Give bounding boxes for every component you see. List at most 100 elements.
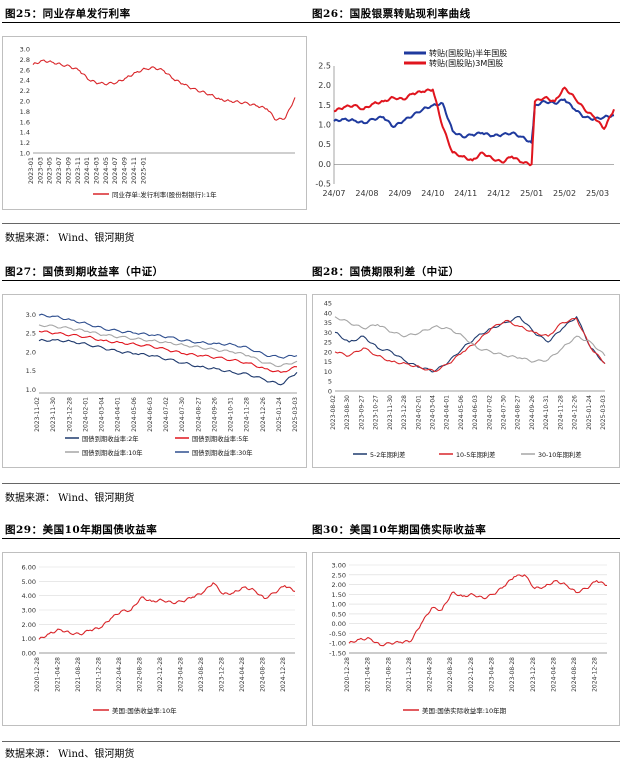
x-tick-label: 2023-12-28 (218, 657, 225, 692)
x-tick-label: 2023-03 (36, 157, 44, 184)
x-tick-label: 25/03 (586, 189, 609, 198)
y-tick-label: 4.00 (22, 592, 36, 600)
x-tick-label: 2023-01 (27, 157, 35, 184)
series-line (348, 574, 608, 647)
x-tick-label: 2024-07-02 (163, 397, 170, 432)
x-tick-label: 2023-08-28 (198, 657, 205, 692)
y-tick-label: 2.0 (20, 98, 30, 106)
x-tick-label: 24/10 (421, 189, 444, 198)
x-tick-label: 2023-08-02 (330, 395, 337, 430)
series-line (333, 86, 615, 167)
x-tick-label: 2023-05 (46, 157, 54, 184)
x-tick-label: 2024-06-03 (147, 397, 154, 432)
series-line (38, 582, 296, 640)
x-tick-label: 2021-12-28 (95, 657, 102, 692)
legend-label: 美国:国债收益率:10年 (112, 706, 177, 715)
chart-panel-27: 3.0 2.5 2.0 1.5 1.0 2023-11-02 2023-11-30 2023-… (2, 294, 307, 468)
x-tick-label: 24/11 (454, 189, 477, 198)
figure-27-title: 图27：国债到期收益率（中证） (5, 266, 164, 278)
x-tick-label: 25/01 (520, 189, 543, 198)
x-tick-label: 2024-12-28 (280, 657, 287, 692)
legend-label: 国债到期收益率:10年 (82, 448, 143, 457)
y-tick-label: 0.00 (22, 650, 36, 658)
y-tick-label: 20 (324, 348, 332, 356)
x-tick-label: 2023-07 (55, 157, 63, 184)
x-tick-label: 2023-12-28 (66, 397, 73, 432)
x-tick-label: 2024-05 (102, 157, 110, 184)
legend-label: 5-2年期利差 (370, 450, 405, 459)
x-tick-label: 2023-10-27 (373, 395, 380, 430)
x-tick-label: 2022-12-28 (468, 657, 475, 692)
x-tick-label: 2023-04-28 (177, 657, 184, 692)
x-tick-label: 2024-11 (130, 157, 138, 184)
legend-label: 10-5年期利差 (456, 450, 495, 459)
x-tick-label: 2025-03-03 (292, 397, 299, 432)
data-source-1: 数据来源： Wind、银河期货 (5, 233, 135, 244)
y-tick-label: 2.4 (20, 77, 30, 85)
legend-label: 国债到期收益率:2年 (82, 434, 139, 443)
x-tick-label: 2024-08-28 (259, 657, 266, 692)
chart-area-26: 2.5 2.0 1.5 1.0 0.5 0.0 -0.5 24/07 24/08 24/09 24/… (312, 36, 620, 212)
x-tick-label: 2020-12-28 (344, 657, 351, 692)
legend-label: 转贴(国股贴)3M国股 (429, 58, 503, 68)
x-tick-label: 2024-02-01 (415, 395, 422, 430)
x-tick-label: 2021-08-28 (385, 657, 392, 692)
x-tick-label: 2024-12-26 (572, 395, 579, 430)
title-rule (2, 280, 620, 281)
x-tick-label: 2023-08-28 (509, 657, 516, 692)
y-tick-label: 1.8 (20, 108, 30, 116)
x-tick-label: 2024-10-31 (543, 395, 550, 430)
x-tick-label: 2024-03-04 (429, 395, 436, 430)
y-tick-label: -1.50 (329, 650, 346, 658)
legend-label: 美国:国债实际收益率:10年期 (422, 706, 507, 715)
x-tick-label: 2025-01 (139, 157, 147, 184)
legend-label: 国债到期收益率:30年 (192, 448, 253, 457)
y-tick-label: 1.0 (318, 121, 331, 130)
x-tick-label: 2024-04-01 (115, 397, 122, 432)
y-tick-label: 2.2 (20, 87, 30, 95)
x-tick-label: 2024-07-30 (501, 395, 508, 430)
x-tick-label: 2022-04-28 (427, 657, 434, 692)
y-tick-label: 2.6 (20, 66, 30, 74)
x-tick-label: 2021-04-28 (54, 657, 61, 692)
y-tick-label: 1.50 (332, 591, 346, 599)
y-tick-label: 25 (324, 339, 332, 347)
y-tick-label: 45 (324, 300, 332, 308)
x-tick-label: 2024-09-26 (211, 397, 218, 432)
x-tick-label: 2024-08-27 (195, 397, 202, 432)
figure-28-title: 图28：国债期限利差（中证） (312, 266, 460, 278)
y-tick-label: 0.50 (332, 610, 346, 618)
x-tick-label: 2024-08-28 (571, 657, 578, 692)
title-rule (2, 22, 620, 23)
y-tick-label: 1.5 (26, 367, 36, 375)
x-tick-label: 2023-12-28 (401, 395, 408, 430)
chart-panel-29: 6.00 5.00 4.00 3.00 2.00 1.00 0.00 2020-12-28 20… (2, 552, 307, 726)
x-tick-label: 2023-12-28 (530, 657, 537, 692)
figure-30-title: 图30：美国10年期国债实际收益率 (312, 524, 487, 536)
title-rule (2, 538, 620, 539)
x-tick-label: 2021-12-28 (406, 657, 413, 692)
x-tick-label: 24/12 (487, 189, 510, 198)
x-tick-label: 2025-01-24 (276, 397, 283, 432)
y-tick-label: -1.00 (329, 640, 346, 648)
x-tick-label: 24/07 (322, 189, 345, 198)
x-tick-label: 2024-02-01 (82, 397, 89, 432)
x-tick-label: 2024-01 (83, 157, 91, 184)
y-tick-label: 30 (324, 329, 332, 337)
x-tick-label: 2023-09 (64, 157, 72, 184)
y-tick-label: 6.00 (22, 564, 36, 572)
series-line (38, 330, 298, 373)
y-tick-label: -0.5 (315, 180, 331, 189)
x-tick-label: 2021-08-28 (75, 657, 82, 692)
x-tick-label: 2024-07-30 (179, 397, 186, 432)
x-tick-label: 2024-10-31 (228, 397, 235, 432)
figure-29-title: 图29：美国10年期国债收益率 (5, 524, 158, 536)
y-tick-label: 2.00 (332, 581, 346, 589)
x-tick-label: 2024-03 (93, 157, 101, 184)
y-tick-label: 2.8 (20, 56, 30, 64)
y-tick-label: 10 (324, 368, 332, 376)
chart-panel-28: 45 40 35 30 25 20 15 10 5 0 2023-08-02 2023-08-30 20… (312, 294, 620, 468)
y-tick-label: 1.00 (22, 635, 36, 643)
